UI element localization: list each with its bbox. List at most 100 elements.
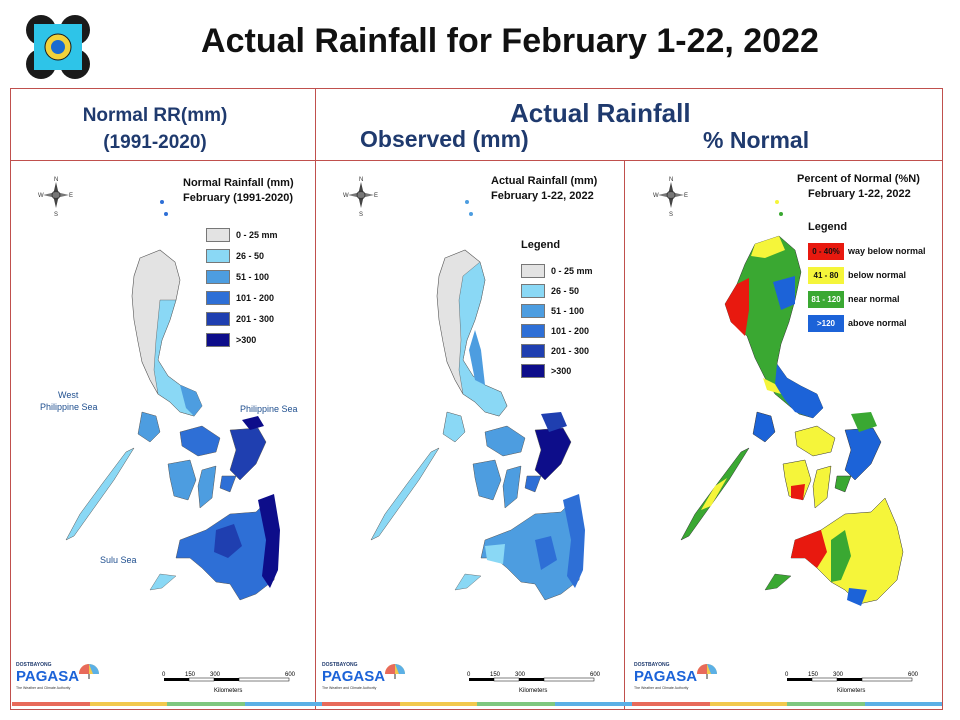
legend-swatch: 41 - 80	[808, 266, 844, 284]
footer-segment	[709, 702, 787, 706]
legend-swatch	[521, 344, 545, 358]
legend-swatch	[521, 324, 545, 338]
scale-tick: 150	[808, 672, 819, 678]
scale-tick: 600	[590, 672, 601, 678]
scale-tick: 300	[515, 672, 526, 678]
legend-label: 101 - 200	[236, 292, 275, 303]
legend-swatch: >120	[808, 314, 844, 332]
scale-tick: 300	[833, 672, 844, 678]
svg-text:S: S	[359, 212, 363, 216]
sea-label-west: West	[58, 390, 79, 400]
legend-item: >120 above normal	[808, 311, 926, 335]
footer-segment	[477, 702, 555, 706]
logo-bayong-text: BAYONG	[336, 662, 358, 668]
legend-item: 201 - 300	[206, 308, 278, 329]
footer-segment	[399, 702, 477, 706]
legend-item: 26 - 50	[206, 245, 278, 266]
pagasa-logo: DOST BAYONG PAGASA The Weather and Clima…	[16, 662, 102, 698]
scale-tick: 150	[185, 672, 196, 678]
legend-item: 0 - 25 mm	[521, 261, 593, 281]
legend-label: >300	[236, 334, 257, 345]
footer-segment	[787, 702, 865, 706]
map-panel-percent	[624, 160, 943, 710]
footer-segment	[89, 702, 167, 706]
scale-tick: 300	[210, 672, 221, 678]
pagasa-logo: DOST BAYONG PAGASA The Weather and Clima…	[322, 662, 408, 698]
legend-label: 0 - 25 mm	[551, 266, 593, 276]
compass-rose-icon: N S W E	[653, 177, 688, 216]
legend-item: 26 - 50	[521, 281, 593, 301]
legend-range: 81 - 120	[811, 294, 841, 304]
logo-dost-text: DOST	[634, 662, 648, 668]
legend-label: 101 - 200	[551, 326, 590, 336]
logo-name-text: PAGASA	[16, 668, 80, 685]
logo-dost-text: DOST	[322, 662, 336, 668]
scale-tick: 0	[162, 672, 166, 678]
umbrella-icon	[385, 664, 405, 679]
sea-label-philippine-sea: Philippine Sea	[240, 404, 298, 414]
svg-text:N: N	[54, 177, 58, 183]
legend-item: >300	[521, 361, 593, 381]
scale-unit: Kilometers	[519, 688, 547, 694]
legend-swatch	[206, 227, 230, 242]
legend-swatch	[521, 304, 545, 318]
footer-segment	[322, 702, 400, 706]
logo-tagline-text: The Weather and Climate Authority	[322, 686, 377, 690]
sea-label-sulu-sea: Sulu Sea	[100, 555, 137, 565]
logo-tagline-text: The Weather and Climate Authority	[634, 686, 689, 690]
header-observed: Observed (mm)	[360, 126, 529, 152]
legend-label: way below normal	[848, 246, 926, 256]
legend-label: 51 - 100	[236, 271, 270, 282]
legend-swatch	[521, 364, 545, 378]
legend-item: 41 - 80 below normal	[808, 263, 926, 287]
svg-text:S: S	[669, 212, 673, 216]
map3-title-line1: Percent of Normal (%N)	[797, 173, 920, 185]
svg-text:W: W	[38, 193, 44, 199]
svg-text:W: W	[343, 193, 349, 199]
pagasa-logo: DOST BAYONG PAGASA The Weather and Clima…	[634, 662, 720, 698]
legend-swatch	[521, 264, 545, 278]
legend-label: 26 - 50	[551, 286, 580, 296]
legend-item: 51 - 100	[521, 301, 593, 321]
map2-title-line2: February 1-22, 2022	[491, 190, 594, 202]
legend-label: below normal	[848, 270, 907, 280]
legend-swatch	[206, 290, 230, 305]
umbrella-icon	[697, 664, 717, 679]
header-percent-normal: % Normal	[703, 127, 810, 153]
legend-label: 51 - 100	[551, 306, 585, 316]
map3-legend: 0 - 40% way below normal 41 - 80 below nor…	[808, 239, 926, 335]
legend-swatch: 0 - 40%	[808, 242, 844, 260]
legend-range: >120	[816, 318, 836, 328]
pagasa-seal-logo	[26, 15, 90, 79]
scale-bar-1: 0 150 300 600 Kilometers	[162, 672, 296, 694]
legend-item: 101 - 200	[521, 321, 593, 341]
map3-legend-title: Legend	[808, 221, 848, 233]
svg-text:E: E	[374, 193, 378, 199]
legend-swatch	[206, 248, 230, 263]
logo-dost-text: DOST	[16, 662, 30, 668]
footer-segment	[167, 702, 245, 706]
philippines-map-percent-normal	[680, 200, 904, 606]
compass-rose-icon: N S W E	[343, 177, 378, 216]
header-normal-line2: (1991-2020)	[103, 132, 207, 153]
legend-range: 0 - 40%	[812, 246, 840, 256]
legend-label: >300	[551, 366, 572, 376]
legend-label: 0 - 25 mm	[236, 229, 278, 240]
scale-tick: 0	[785, 672, 789, 678]
svg-text:E: E	[69, 193, 73, 199]
legend-swatch	[206, 332, 230, 347]
map1-title-line2: February (1991-2020)	[183, 192, 294, 204]
scale-tick: 0	[467, 672, 471, 678]
map1-title-line1: Normal Rainfall (mm)	[183, 177, 294, 189]
svg-text:W: W	[653, 193, 659, 199]
svg-text:N: N	[359, 177, 363, 183]
legend-swatch	[521, 284, 545, 298]
legend-label: 26 - 50	[236, 250, 265, 261]
legend-label: above normal	[848, 318, 907, 328]
footer-segment	[632, 702, 710, 706]
legend-label: 201 - 300	[236, 313, 275, 324]
legend-label: near normal	[848, 294, 900, 304]
umbrella-icon	[79, 664, 99, 679]
scale-bar-3: 0 150 300 600 Kilometers	[785, 672, 919, 694]
legend-item: 101 - 200	[206, 287, 278, 308]
